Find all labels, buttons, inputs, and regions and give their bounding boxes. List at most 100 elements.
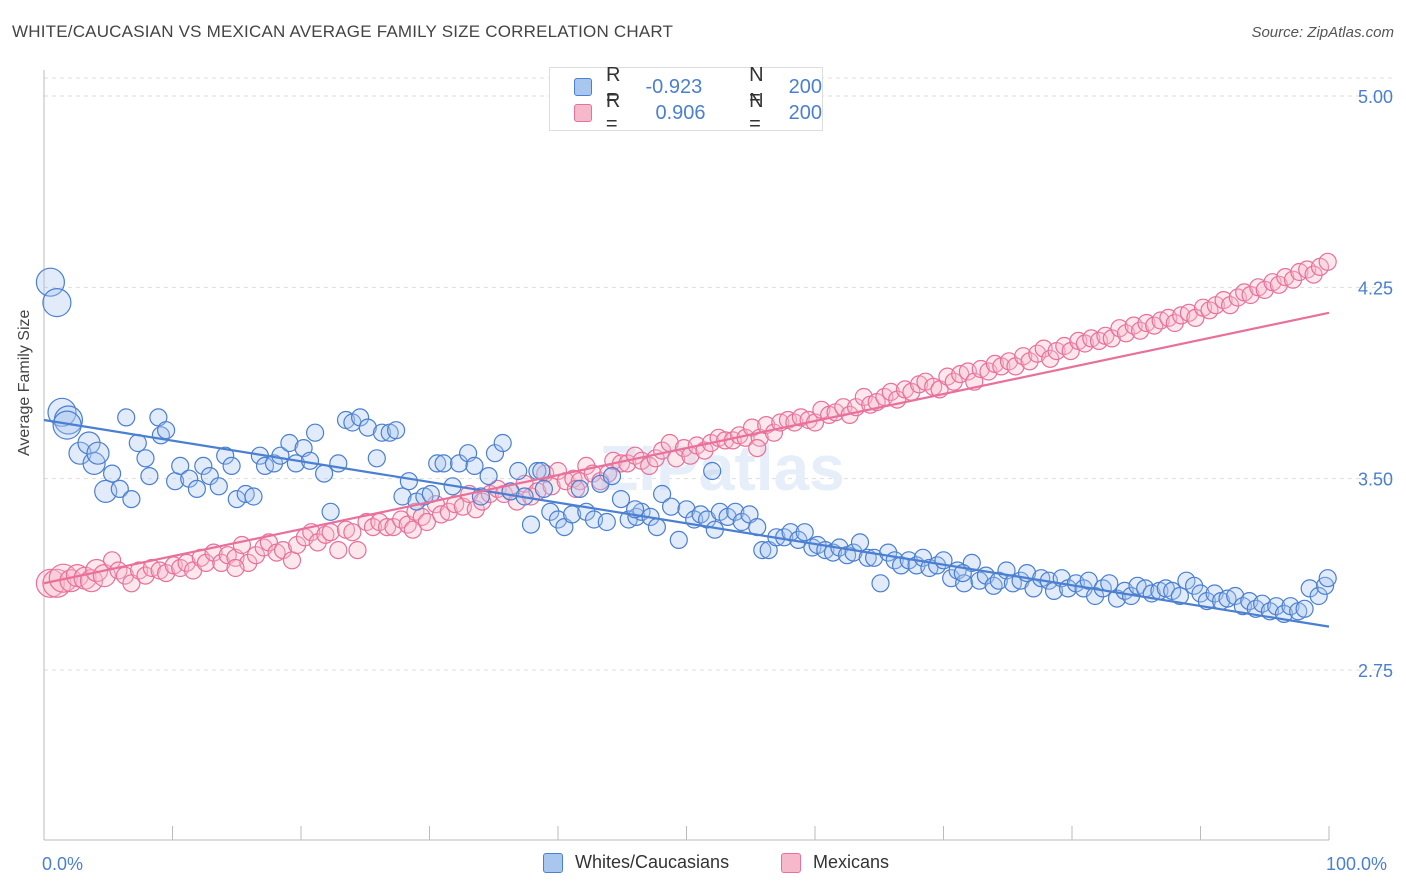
whites-point xyxy=(652,484,672,504)
whites-point xyxy=(989,571,1008,590)
series-legend: Whites/Caucasians Mexicans xyxy=(0,852,1406,876)
mexicans-point xyxy=(403,520,422,539)
y-tick-label: 2.75 xyxy=(1358,661,1393,681)
whites-point xyxy=(122,490,141,509)
whites-point xyxy=(434,454,453,473)
mexicans-point xyxy=(136,566,155,585)
mexicans-point xyxy=(273,540,293,560)
x-tick-label-min: 0.0% xyxy=(42,854,84,874)
mexicans-points xyxy=(35,252,1337,598)
whites-point xyxy=(548,510,568,529)
whites-point xyxy=(222,456,241,475)
y-tick-label: 4.25 xyxy=(1358,278,1393,298)
whites-point xyxy=(86,441,110,465)
mexicans-point xyxy=(282,551,302,570)
whites-point xyxy=(372,423,392,442)
mexicans-point xyxy=(316,525,335,544)
whites-point xyxy=(358,418,377,437)
mexicans-point xyxy=(348,540,367,560)
whites-point xyxy=(1309,586,1328,606)
legend-swatch-pink xyxy=(781,852,801,873)
mexicans-point xyxy=(1165,313,1184,333)
mexicans-point xyxy=(1102,329,1121,348)
mexicans-point xyxy=(232,535,251,555)
whites-point xyxy=(110,479,129,498)
mexicans-point xyxy=(566,479,586,498)
whites-point xyxy=(209,477,228,496)
whites-point xyxy=(393,487,412,506)
whites-point xyxy=(493,433,512,453)
whites-point xyxy=(570,479,589,498)
whites-point xyxy=(102,464,122,483)
whites-point xyxy=(669,530,688,550)
mexicans-point xyxy=(640,456,659,475)
whites-point xyxy=(306,423,325,442)
y-tick-label: 3.50 xyxy=(1358,470,1393,490)
whites-point xyxy=(1226,586,1245,606)
legend-r-value: -0.923 xyxy=(645,75,703,98)
whites-point xyxy=(541,502,560,521)
legend-swatch-blue xyxy=(574,78,592,96)
y-tick-label: 5.00 xyxy=(1358,87,1393,107)
mexicans-point xyxy=(321,523,340,542)
whites-point xyxy=(1079,571,1098,590)
source-credit: Source: ZipAtlas.com xyxy=(1251,24,1394,41)
whites-point xyxy=(200,467,219,486)
mexicans-point xyxy=(439,502,458,521)
whites-point xyxy=(753,540,772,560)
mexicans-point xyxy=(288,535,307,555)
whites-point xyxy=(647,517,667,537)
legend-n-value: 200 xyxy=(788,75,822,98)
whites-point xyxy=(534,479,554,498)
whites-point xyxy=(117,408,136,427)
mexicans-point xyxy=(417,512,436,532)
legend-item-mexicans: Mexicans xyxy=(781,852,889,873)
mexicans-point xyxy=(259,533,278,552)
whites-point xyxy=(140,467,159,486)
whites-point xyxy=(367,449,386,468)
mexicans-point xyxy=(1116,324,1136,343)
trend-lines xyxy=(43,311,1330,628)
mexicans-point xyxy=(1061,342,1080,361)
legend-r-value: 0.906 xyxy=(655,101,706,124)
mexicans-point xyxy=(1241,285,1260,305)
whites-point xyxy=(187,479,206,498)
whites-point xyxy=(171,456,190,475)
mexicans-point xyxy=(226,558,245,578)
x-tick-label-max: 100.0% xyxy=(1326,854,1388,874)
whites-point xyxy=(387,421,406,440)
mexicans-point xyxy=(1186,308,1205,327)
mexicans-point xyxy=(308,533,327,552)
watermark-text: ZIPatlas xyxy=(599,432,844,504)
whites-point xyxy=(1253,594,1272,613)
legend-row-mexicans: R = 0.906 N = 200 xyxy=(574,90,822,135)
mexicans-point xyxy=(329,540,348,560)
legend-n-label: N = xyxy=(749,90,764,135)
whites-point xyxy=(703,461,722,481)
whites-point xyxy=(244,487,263,506)
whites-point xyxy=(136,449,155,468)
legend-label-mexicans: Mexicans xyxy=(813,852,890,872)
legend-r-label: R = xyxy=(605,90,621,135)
whites-point xyxy=(465,456,484,475)
whites-trend-line xyxy=(43,418,1330,628)
legend-r-label: R = xyxy=(605,64,621,109)
whites-point xyxy=(602,467,622,486)
whites-point xyxy=(1085,586,1105,606)
whites-point xyxy=(216,446,235,465)
whites-point xyxy=(479,467,498,486)
whites-point xyxy=(611,490,631,509)
mexicans-point xyxy=(157,563,176,583)
legend-n-label: N = xyxy=(749,64,764,109)
whites-point xyxy=(485,444,505,463)
whites-point xyxy=(351,408,370,427)
axes xyxy=(43,70,1330,841)
whites-point xyxy=(450,454,469,473)
legend-item-whites: Whites/Caucasians xyxy=(543,852,729,873)
whites-point xyxy=(677,500,696,519)
mexicans-point xyxy=(1318,252,1337,271)
mexicans-point xyxy=(196,553,215,573)
whites-point xyxy=(850,533,870,552)
legend-label-whites: Whites/Caucasians xyxy=(575,852,730,872)
